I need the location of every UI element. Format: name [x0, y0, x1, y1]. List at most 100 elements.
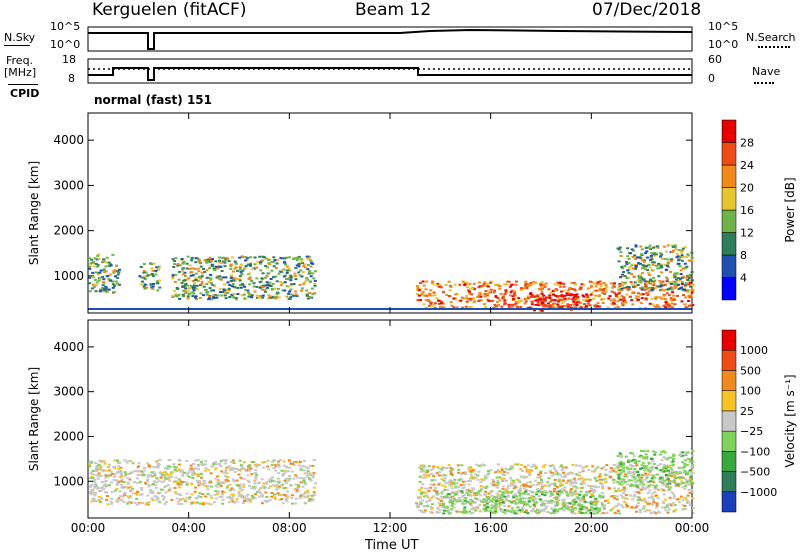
data-cell: [636, 295, 640, 298]
data-cell: [146, 474, 150, 477]
data-cell: [525, 284, 528, 287]
data-cell: [172, 465, 176, 468]
data-cell: [640, 450, 643, 452]
data-cell: [637, 460, 641, 463]
data-cell: [664, 306, 668, 308]
data-cell: [616, 466, 620, 469]
data-cell: [619, 465, 623, 468]
data-cell: [262, 466, 265, 469]
data-cell: [88, 464, 92, 466]
data-cell: [450, 509, 454, 511]
data-cell: [525, 510, 528, 513]
data-cell: [238, 278, 242, 281]
data-cell: [519, 463, 523, 466]
data-cell: [673, 472, 677, 475]
data-cell: [142, 285, 146, 288]
data-cell: [427, 499, 431, 502]
data-cell: [617, 481, 621, 484]
data-cell: [294, 483, 298, 486]
data-cell: [435, 297, 439, 300]
data-cell: [164, 501, 168, 503]
data-cell: [306, 494, 310, 497]
data-cell: [679, 256, 683, 259]
data-cell: [501, 295, 505, 298]
data-cell: [143, 278, 147, 281]
data-cell: [263, 289, 267, 292]
data-cell: [253, 479, 257, 482]
data-cell: [270, 269, 274, 272]
data-cell: [555, 289, 559, 292]
data-cell: [149, 283, 153, 286]
data-cell: [644, 286, 648, 289]
data-cell: [624, 475, 627, 478]
data-cell: [440, 474, 444, 477]
data-cell: [555, 485, 559, 488]
data-cell: [543, 504, 547, 507]
data-cell: [187, 471, 191, 474]
data-cell: [194, 459, 198, 462]
data-cell: [427, 490, 431, 492]
data-cell: [690, 291, 694, 294]
data-cell: [287, 278, 291, 281]
data-cell: [530, 465, 534, 468]
data-cell: [501, 478, 505, 481]
data-cell: [442, 512, 446, 515]
data-cell: [634, 490, 638, 493]
data-cell: [98, 459, 102, 462]
data-cell: [242, 485, 246, 488]
data-cell: [94, 262, 98, 265]
data-cell: [517, 502, 521, 504]
data-cell: [229, 267, 233, 270]
data-cell: [650, 469, 654, 472]
data-cell: [568, 287, 572, 289]
data-cell: [552, 500, 556, 503]
data-cell: [194, 277, 198, 280]
data-cell: [625, 505, 629, 508]
data-cell: [691, 304, 695, 307]
data-cell: [238, 485, 242, 488]
data-cell: [607, 487, 611, 490]
data-cell: [197, 275, 201, 278]
data-cell: [639, 274, 642, 277]
data-cell: [90, 483, 94, 486]
data-cell: [526, 512, 530, 515]
data-cell: [105, 256, 109, 259]
data-cell: [688, 469, 692, 472]
data-cell: [509, 304, 513, 307]
data-cell: [88, 462, 92, 465]
data-cell: [630, 474, 634, 477]
data-cell: [638, 509, 642, 511]
data-cell: [195, 479, 199, 482]
data-cell: [94, 290, 98, 293]
data-cell: [598, 280, 602, 283]
data-cell: [444, 485, 447, 488]
data-cell: [577, 504, 581, 507]
data-cell: [535, 508, 539, 511]
data-cell: [648, 286, 652, 289]
data-cell: [499, 496, 503, 499]
data-cell: [254, 464, 258, 467]
data-cell: [281, 282, 285, 285]
cpid-label: CPID: [10, 87, 40, 100]
data-cell: [209, 273, 213, 276]
data-cell: [163, 473, 167, 476]
data-cell: [647, 496, 651, 499]
data-cell: [503, 509, 507, 511]
data-cell: [625, 466, 629, 469]
data-cell: [477, 490, 481, 493]
data-cell: [562, 298, 566, 301]
data-cell: [589, 496, 593, 499]
data-cell: [619, 472, 623, 475]
data-cell: [666, 244, 670, 247]
data-cell: [451, 490, 454, 493]
data-cell: [228, 501, 231, 504]
data-cell: [423, 511, 427, 514]
data-cell: [596, 305, 600, 308]
data-cell: [93, 494, 97, 497]
data-cell: [594, 503, 598, 506]
data-cell: [133, 501, 137, 504]
data-cell: [209, 260, 213, 262]
data-cell: [641, 267, 645, 270]
data-cell: [609, 509, 613, 512]
data-cell: [484, 487, 488, 490]
